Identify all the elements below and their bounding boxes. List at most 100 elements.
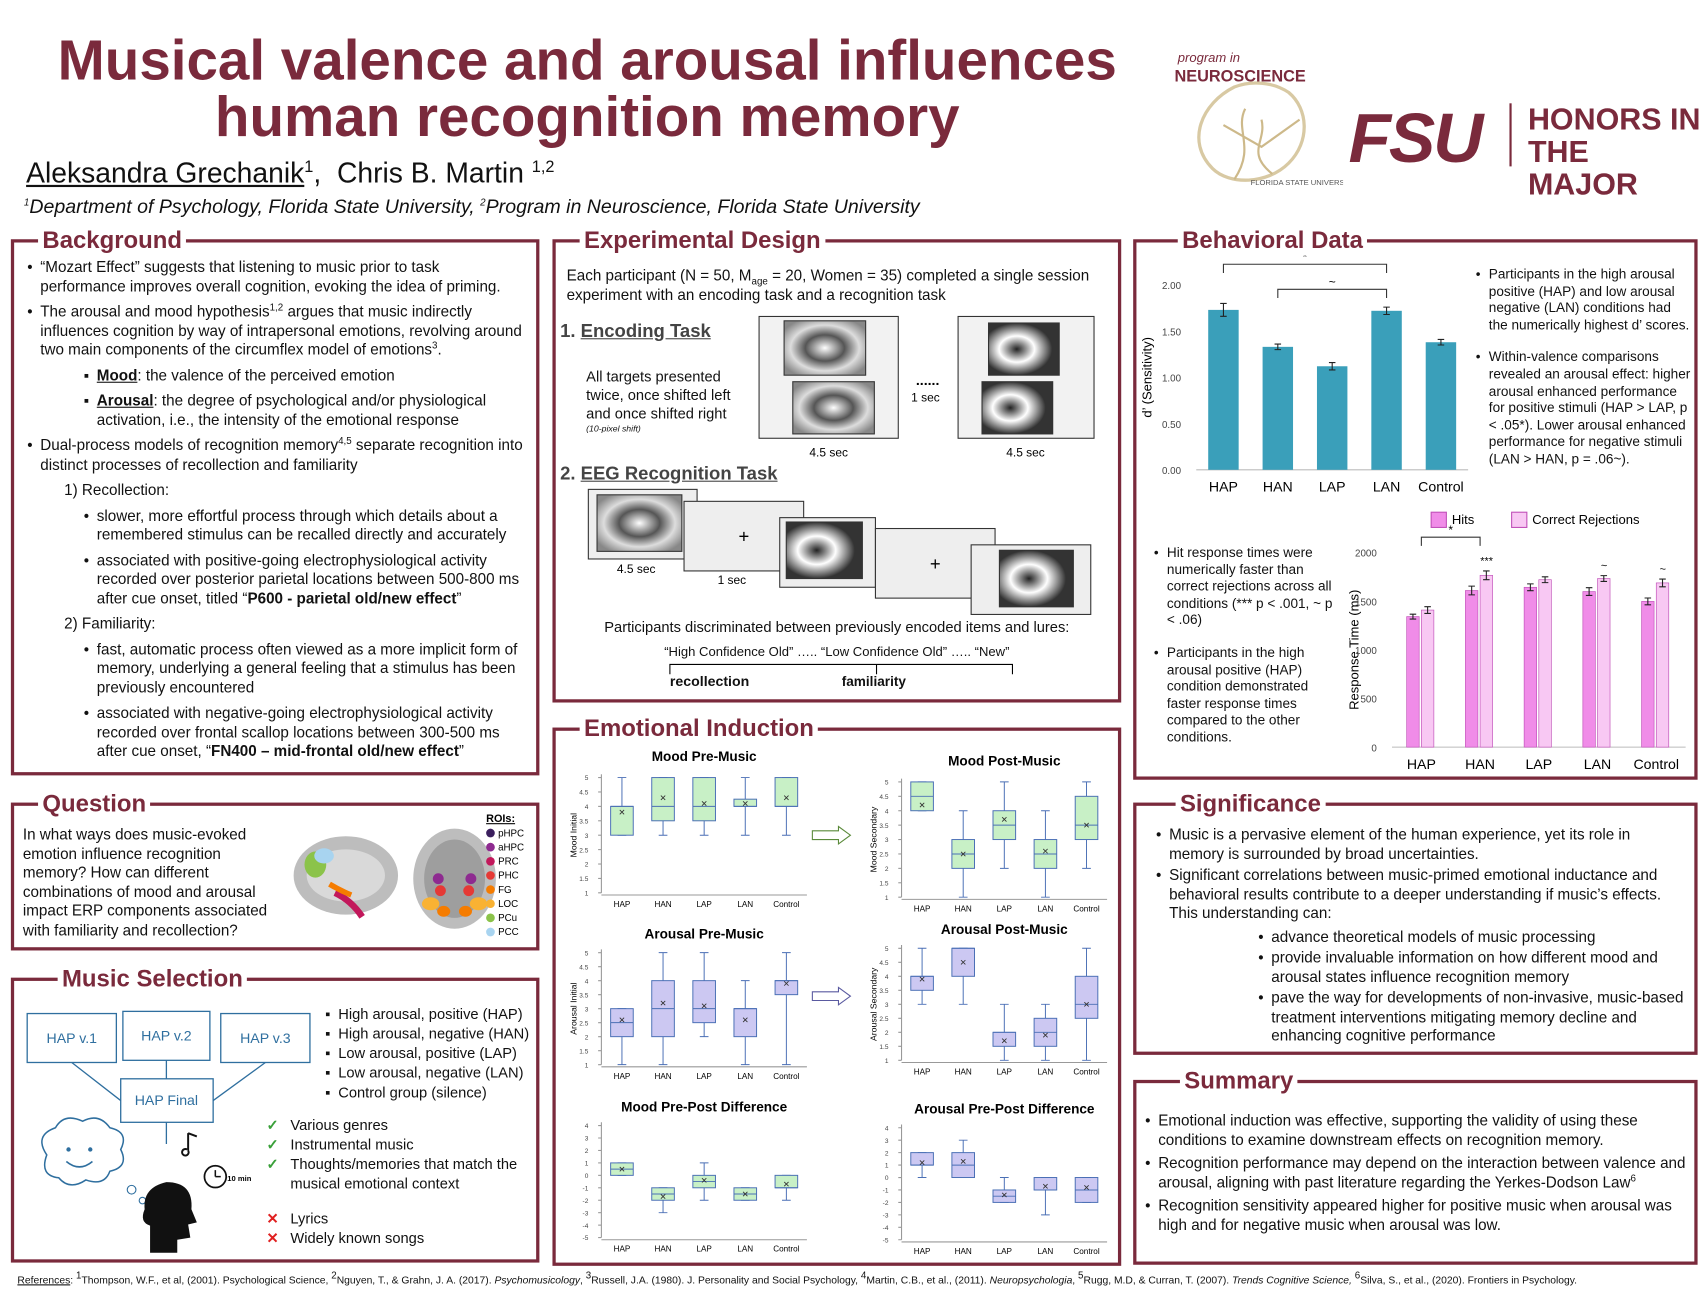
item2: 6 xyxy=(1630,1172,1636,1184)
error-bar xyxy=(1383,306,1390,316)
path xyxy=(41,1117,125,1186)
bar xyxy=(1425,342,1457,470)
divider xyxy=(1509,103,1512,167)
y-tick-label: -4 xyxy=(583,1223,589,1230)
x-tick-label: HAP xyxy=(914,1247,931,1256)
term: Mood xyxy=(96,365,138,384)
text: : the valence of the perceived emotion xyxy=(137,365,395,384)
x-tick-label: LAN xyxy=(737,1245,753,1254)
box-mean xyxy=(660,1194,666,1199)
div: Arousal: the degree of psychological and… xyxy=(82,392,524,430)
box-mean xyxy=(701,1003,707,1009)
dual: Dual-process models of recognition memor… xyxy=(40,436,339,454)
roi-legend: ROIs: pHPC aHPC PRC PHC FG LOC PCu PCC xyxy=(486,813,524,938)
box-mean xyxy=(919,976,925,982)
x-tick-label: HAN xyxy=(654,1072,671,1081)
duration: 4.5 sec xyxy=(617,562,656,576)
roi-swatch xyxy=(486,913,495,923)
x-tick-label: HAP xyxy=(614,900,631,909)
rect xyxy=(792,381,875,435)
conditions: Control group (silence) xyxy=(323,1083,529,1103)
box-mean xyxy=(742,1017,748,1023)
program-in: program in xyxy=(1177,50,1240,65)
y-tick-label: 4.5 xyxy=(579,964,588,971)
item2: Recognition performance may depend on th… xyxy=(1158,1153,1686,1191)
legend-label: Correct Rejections xyxy=(1532,512,1640,527)
bar xyxy=(1641,601,1655,748)
roi-label: FG xyxy=(498,885,512,896)
rect xyxy=(785,521,863,580)
discrimination: Participants discriminated between previ… xyxy=(604,618,1070,636)
item3: Recognition sensitivity appeared higher … xyxy=(1143,1196,1686,1234)
y-tick-label: 5 xyxy=(885,780,889,787)
error-bar xyxy=(1483,570,1490,581)
error-bar xyxy=(1468,585,1475,596)
conditions: High arousal, negative (HAN) xyxy=(323,1024,529,1044)
circle xyxy=(463,885,475,897)
bar xyxy=(1465,590,1479,748)
box-mean xyxy=(960,1158,966,1164)
chart-title: Arousal Post-Music xyxy=(941,922,1068,937)
y-tick-label: 1500 xyxy=(1355,597,1377,608)
box-mean xyxy=(701,1177,707,1183)
responses: “High Confidence Old” ….. “Low Confidenc… xyxy=(664,643,1010,660)
x-tick-label: LAN xyxy=(1584,756,1611,772)
chart-title: Mood Pre-Post Difference xyxy=(621,1099,787,1114)
item1: fast, automatic process often viewed as … xyxy=(82,640,524,697)
behavioral-panel: Behavioral Data Participants in the high… xyxy=(1133,226,1698,780)
x-tick-label: Control xyxy=(773,1072,799,1081)
y-tick-label: 0 xyxy=(1371,743,1377,754)
error-bar xyxy=(1424,606,1431,615)
box xyxy=(910,975,934,991)
error-bar xyxy=(1659,578,1666,588)
box xyxy=(1074,795,1099,841)
box-mean xyxy=(1084,1001,1090,1007)
roi-label: LOC xyxy=(498,899,518,910)
x-tick-label: LAN xyxy=(737,1072,753,1081)
y-tick-label: 500 xyxy=(1360,695,1377,706)
item2: ” xyxy=(456,588,462,607)
div: 2. EEG Recognition Task xyxy=(560,463,777,485)
y-tick-label: 3.5 xyxy=(879,823,888,830)
circle xyxy=(435,885,446,897)
y-tick-label: 4 xyxy=(585,978,589,985)
references: Russell, J.A. (1980). J. Personality and… xyxy=(591,1274,861,1287)
y-tick-label: -2 xyxy=(583,1198,589,1205)
music-diagram: HAP v.1 HAP v.2 HAP v.3 HAP Final 10 min xyxy=(26,1010,311,1253)
box-mean xyxy=(619,1166,625,1172)
div: associated with positive-going electroph… xyxy=(82,551,524,608)
div: ✓ Instrumental music xyxy=(266,1135,527,1155)
y-tick-label: 0 xyxy=(585,1173,589,1180)
crosses: Lyrics xyxy=(290,1210,329,1227)
references: Rugg, M.D, & Curran, T. (2007). xyxy=(1083,1274,1233,1287)
text: All targets presented twice, once shifte… xyxy=(586,368,731,422)
legend-swatch xyxy=(1511,511,1528,528)
y-tick-label: 5 xyxy=(585,950,589,957)
chart: Arousal Post-Music Arousal Secondary 1 1.5 2… xyxy=(869,922,1108,1076)
ellipse xyxy=(421,897,440,911)
versions: HAP v.3 xyxy=(240,1030,291,1046)
familiarity: familiarity xyxy=(841,674,906,690)
box-mean xyxy=(1001,816,1007,822)
text: Program in Neuroscience, Florida State U… xyxy=(485,195,920,218)
item2: ” xyxy=(458,741,465,760)
references: Psychomusicology xyxy=(494,1274,580,1287)
arrow xyxy=(811,825,852,845)
y-tick-label: 2.5 xyxy=(579,1020,588,1027)
references: Trends Cognitive Science, xyxy=(1232,1274,1355,1287)
notes-bottom: Participants in the high arousal positiv… xyxy=(1152,645,1337,747)
y-tick-label: 4.5 xyxy=(579,790,588,797)
number: 1. xyxy=(560,320,576,342)
roi-swatch xyxy=(486,828,495,838)
path xyxy=(65,1160,93,1168)
x-tick-label: LAP xyxy=(696,900,711,909)
heading: Experimental Design xyxy=(579,226,826,255)
error-bar xyxy=(1409,613,1417,620)
path xyxy=(811,986,852,1006)
name: Chris B. Martin xyxy=(336,156,524,190)
references: 5 xyxy=(1078,1270,1084,1281)
y-tick-label: 1.5 xyxy=(879,880,888,887)
notes-top: Within-valence comparisons revealed an a… xyxy=(1474,349,1692,468)
recollection: recollection xyxy=(669,673,750,690)
